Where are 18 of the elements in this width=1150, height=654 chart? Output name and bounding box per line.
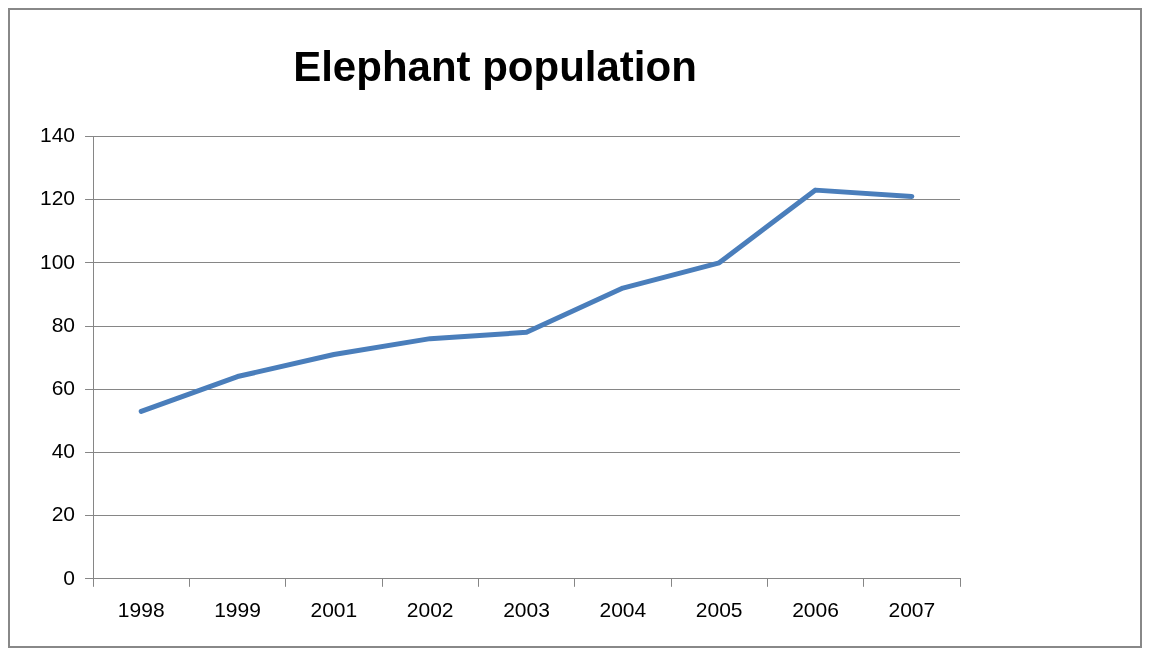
chart-title: Elephant population [293,42,697,90]
y-tick-label: 40 [51,439,76,463]
x-tick-label: 1999 [214,598,261,622]
x-tick-label: 2007 [888,598,936,622]
x-tick-label: 2003 [503,598,550,622]
y-tick-label: 140 [39,123,76,147]
y-tick-label: 100 [39,249,76,273]
x-tick-label: 2005 [695,598,743,622]
x-tick-label: 1998 [117,598,165,622]
x-tick-label: 2002 [406,598,454,622]
y-tick-label: 20 [51,502,76,526]
y-tick-label: 60 [51,376,76,399]
x-tick-label: 2006 [792,598,839,622]
x-tick-label: 2004 [599,598,647,622]
x-tick-label: 2001 [310,598,358,622]
y-tick-label: 120 [39,186,76,210]
y-tick-label: 0 [63,565,76,589]
y-tick-label: 80 [51,312,76,336]
